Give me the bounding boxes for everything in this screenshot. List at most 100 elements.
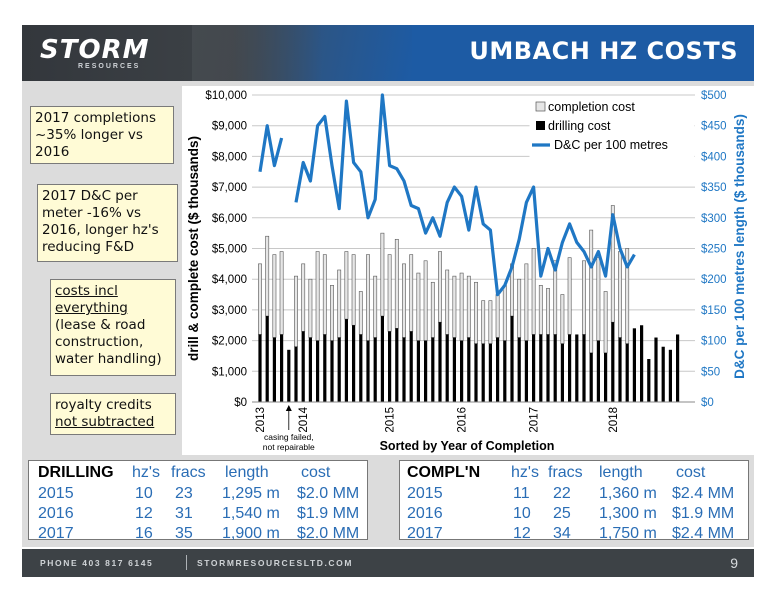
table-cell: 12 [135,505,153,522]
callout-line: 2017 completions [35,110,156,126]
drilling-bar [359,334,363,402]
table-cell: 2015 [38,485,74,502]
page-number: 9 [730,555,738,571]
callout-line: everything [55,300,128,316]
table-cell: 16 [135,525,153,542]
drilling-bar [287,349,291,402]
table-cell: 1,900 m [222,525,280,542]
table-title: DRILLING [38,464,114,481]
completion-bar [596,257,601,341]
completion-bar [358,291,363,335]
completion-bar [517,278,522,338]
table-cell: 22 [553,485,571,502]
completion-bar [387,254,392,332]
completion-table: COMPL'N hz's fracs length cost 2015 11 2… [399,460,749,542]
legend-label-drilling: drilling cost [548,119,611,133]
x-tick-year: 2015 [385,407,397,433]
completion-bar [553,260,558,335]
drilling-bar [589,352,593,402]
y-tick-left: $3,000 [212,305,247,317]
drilling-bar [661,346,665,402]
col-header-cost: cost [301,464,331,481]
completion-bar [474,281,478,344]
y-tick-right: $100 [701,336,727,348]
drilling-bar [568,334,572,402]
completion-bar [279,251,284,335]
drilling-bar [402,337,406,402]
y-axis-title-left: drill & complete cost ($ thousands) [186,136,201,361]
table-cell: $1.9 MM [297,505,360,522]
col-header-cost: cost [676,464,706,481]
dc-per-100m-line [258,124,284,173]
drilling-bar [323,334,327,402]
table-cell: 2016 [38,505,74,522]
table-cell: 1,750 m [599,525,657,542]
drilling-bar [625,343,629,402]
completion-bar [330,285,334,341]
y-tick-left: $7,000 [212,182,247,194]
legend-label-dc: D&C per 100 metres [554,138,668,152]
x-tick-year: 2014 [298,406,310,432]
table-cell: 34 [553,525,571,542]
y-tick-right: $250 [701,244,727,256]
y-tick-right: $500 [701,90,727,102]
x-axis-title: Sorted by Year of Completion [380,439,555,453]
completion-bar [272,254,277,338]
completion-bar [301,263,306,332]
callout-line: costs incl [55,283,118,299]
header-banner: STORM RESOURCES UMBACH HZ COSTS [22,25,754,81]
storm-logo-subtitle: RESOURCES [78,63,141,70]
drilling-bar [258,334,262,402]
drilling-bar [316,340,320,402]
table-cell: 1,300 m [599,505,657,522]
completion-bar [344,251,349,320]
drilling-bar [481,343,485,402]
drilling-bar [668,349,672,402]
completion-bar [445,269,450,335]
completion-bar [524,263,529,341]
completion-bar [625,248,630,344]
completion-bar [488,300,493,344]
completion-bar [438,251,442,323]
drilling-bar [380,316,384,402]
drilling-bar [474,343,478,402]
drilling-bar [676,334,680,402]
callout-2017-dc-per-meter: 2017 D&C per meter -16% vs 2016, longer … [37,184,178,262]
table-cell: 1,295 m [222,485,280,502]
completion-bar [265,235,270,317]
completion-bar [366,254,370,341]
callout-line: 2016, longer hz's [42,222,159,238]
callout-line: ~35% longer vs [35,127,143,143]
completion-bar [560,294,565,344]
drilling-bar [373,337,377,402]
annotation-text: not repairable [263,442,315,452]
callout-line: 2016 [35,144,70,160]
table-cell: 11 [513,485,530,502]
drilling-bar [301,331,305,402]
drilling-bar [424,340,428,402]
y-tick-left: $8,000 [212,151,247,163]
drilling-bar [488,343,492,402]
legend-label-completion: completion cost [548,100,635,114]
callout-line: royalty credits [55,397,152,413]
completion-bar [380,232,385,317]
annotation-text: casing failed, [264,432,314,442]
y-tick-right: $150 [701,305,727,317]
y-tick-right: $300 [701,213,727,225]
col-header-fracs: fracs [171,464,206,481]
drilling-bar [308,337,312,402]
completion-bar [481,300,486,344]
legend-swatch-drilling [536,121,545,130]
drilling-bar [452,337,456,402]
completion-bar [402,263,406,338]
table-cell: 2017 [38,525,74,542]
completion-bar [394,238,399,329]
drilling-bar [640,325,644,402]
completion-bar [502,285,507,341]
drilling-bar [337,337,341,402]
completion-bar [582,260,586,335]
completion-bar [315,251,320,341]
y-tick-left: $10,000 [205,90,247,102]
table-cell: 35 [175,525,193,542]
completion-bar [351,254,356,326]
